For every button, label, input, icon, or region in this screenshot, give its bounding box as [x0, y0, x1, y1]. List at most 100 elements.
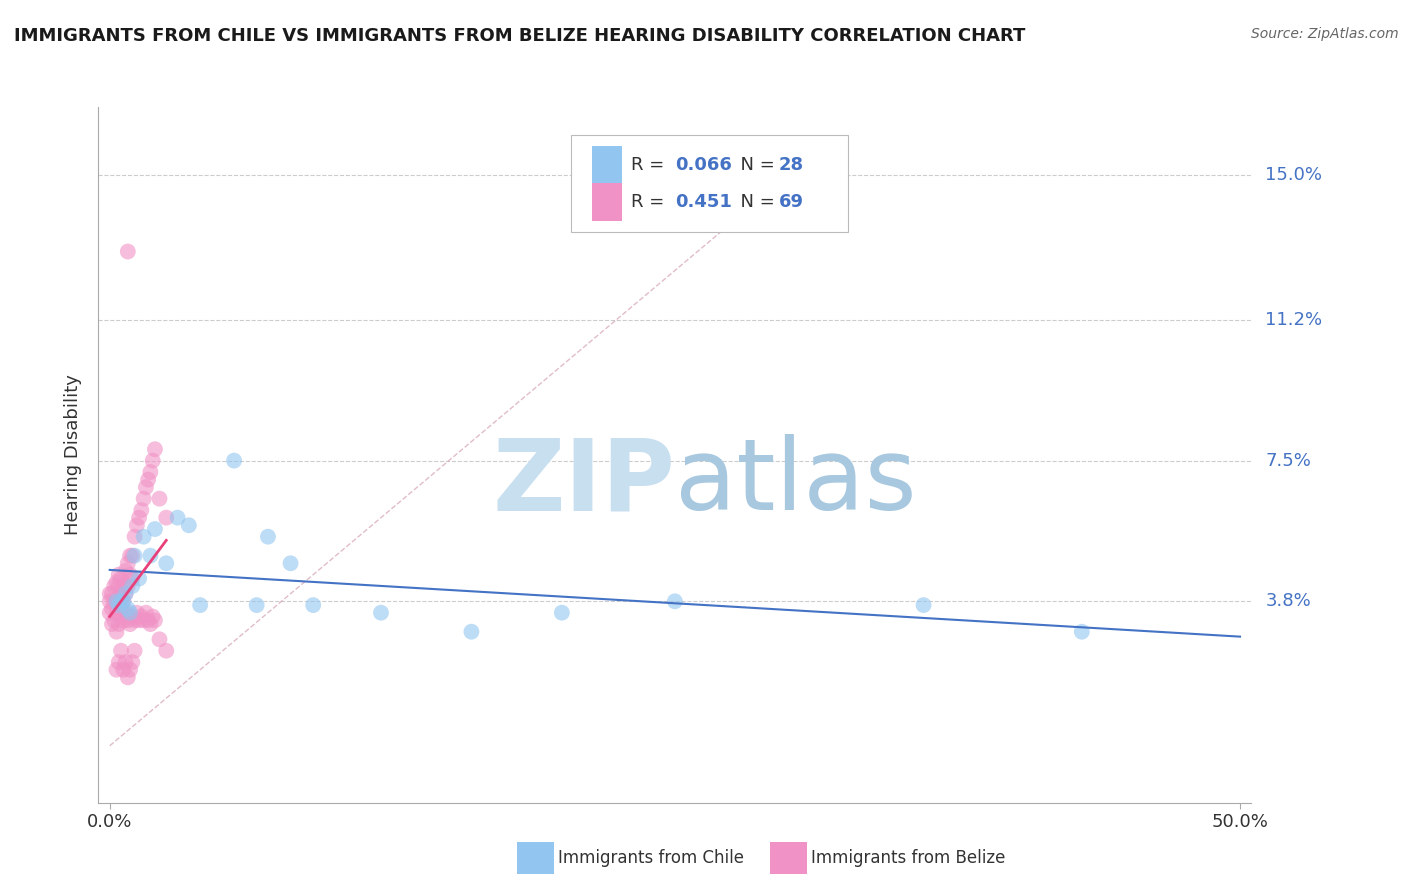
Point [107, 594, 129, 608]
Text: Immigrants from Chile: Immigrants from Chile [558, 849, 744, 867]
Point [135, 480, 157, 494]
Point [222, 453, 245, 467]
Point [105, 624, 128, 639]
Point [128, 572, 150, 586]
Point [117, 579, 139, 593]
Text: N =: N = [730, 193, 780, 211]
Point [155, 510, 177, 524]
Text: R =: R = [631, 156, 676, 174]
Point [117, 602, 139, 616]
Point [664, 594, 686, 608]
Text: 11.2%: 11.2% [1265, 311, 1323, 329]
Point [142, 453, 165, 467]
Point [110, 572, 132, 586]
Point [112, 613, 135, 627]
Text: 3.8%: 3.8% [1265, 592, 1310, 610]
Point [112, 663, 135, 677]
Point [110, 587, 132, 601]
Point [105, 606, 128, 620]
Text: ZIP: ZIP [492, 434, 675, 532]
Text: 69: 69 [779, 193, 804, 211]
Point [107, 617, 129, 632]
Point [912, 598, 935, 612]
Point [551, 606, 574, 620]
Point [139, 617, 162, 632]
Point [121, 572, 143, 586]
Point [128, 510, 150, 524]
Point [148, 632, 170, 647]
Point [117, 613, 139, 627]
Point [121, 579, 143, 593]
Point [131, 503, 153, 517]
Point [155, 644, 177, 658]
Point [107, 598, 129, 612]
Point [143, 442, 166, 457]
Point [166, 510, 188, 524]
Point [136, 473, 159, 487]
FancyBboxPatch shape [592, 183, 621, 220]
Point [302, 598, 325, 612]
Point [280, 556, 302, 570]
Point [103, 613, 125, 627]
Point [155, 556, 177, 570]
Point [98, 606, 121, 620]
Point [124, 549, 146, 563]
Point [132, 491, 155, 506]
Text: 7.5%: 7.5% [1265, 451, 1312, 469]
Point [103, 594, 125, 608]
Point [101, 602, 124, 616]
Point [103, 579, 125, 593]
Text: Immigrants from Belize: Immigrants from Belize [811, 849, 1005, 867]
Text: 28: 28 [779, 156, 804, 174]
Point [148, 491, 170, 506]
Point [105, 594, 128, 608]
Point [139, 465, 162, 479]
Point [131, 609, 153, 624]
Point [121, 609, 143, 624]
Point [112, 594, 135, 608]
Point [128, 613, 150, 627]
Text: Source: ZipAtlas.com: Source: ZipAtlas.com [1251, 27, 1399, 41]
Text: N =: N = [730, 156, 780, 174]
Point [114, 655, 136, 669]
FancyBboxPatch shape [592, 146, 621, 184]
Point [112, 594, 135, 608]
Point [110, 594, 132, 608]
Point [120, 663, 142, 677]
Point [105, 594, 128, 608]
Point [101, 617, 124, 632]
Point [114, 606, 136, 620]
Point [120, 617, 142, 632]
Point [460, 624, 482, 639]
Point [107, 567, 129, 582]
Point [110, 609, 132, 624]
Point [125, 606, 148, 620]
Point [136, 613, 159, 627]
Text: IMMIGRANTS FROM CHILE VS IMMIGRANTS FROM BELIZE HEARING DISABILITY CORRELATION C: IMMIGRANTS FROM CHILE VS IMMIGRANTS FROM… [14, 27, 1025, 45]
Point [120, 606, 142, 620]
Point [114, 587, 136, 601]
Point [257, 530, 280, 544]
Point [110, 602, 132, 616]
Point [124, 613, 146, 627]
Point [143, 613, 166, 627]
Point [112, 579, 135, 593]
Point [117, 244, 139, 259]
Point [124, 530, 146, 544]
Point [177, 518, 200, 533]
Point [142, 609, 165, 624]
Point [110, 644, 132, 658]
Point [117, 670, 139, 684]
Point [124, 644, 146, 658]
Text: R =: R = [631, 193, 676, 211]
Point [114, 587, 136, 601]
Point [132, 530, 155, 544]
FancyBboxPatch shape [571, 135, 848, 232]
Point [143, 522, 166, 536]
Point [132, 613, 155, 627]
Text: 15.0%: 15.0% [1265, 167, 1322, 185]
Point [135, 606, 157, 620]
Point [370, 606, 392, 620]
Point [188, 598, 211, 612]
Point [117, 556, 139, 570]
